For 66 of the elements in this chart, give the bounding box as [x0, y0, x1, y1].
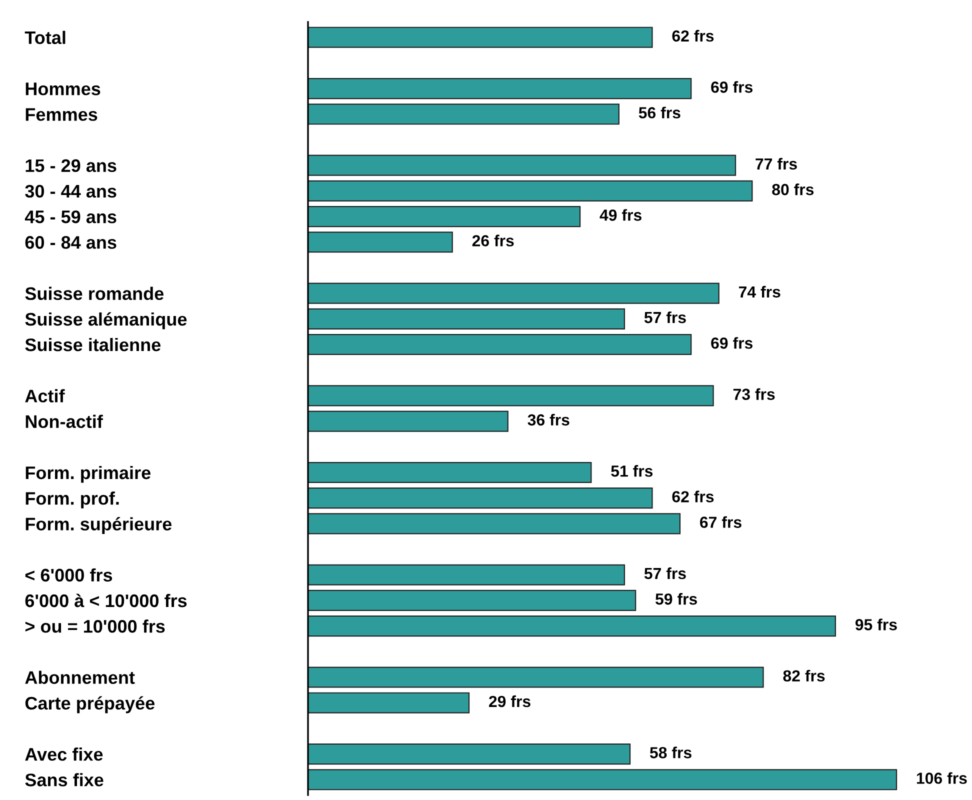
- data-label: 82 frs: [783, 670, 825, 682]
- data-label: 36 frs: [528, 414, 570, 426]
- y-tick-label: Form. prof.: [26, 492, 119, 508]
- bar: [308, 385, 714, 406]
- data-label: 29 frs: [489, 695, 530, 708]
- y-tick-label: > ou = 10'000 frs: [25, 620, 165, 633]
- y-tick-label: Carte prépayée: [25, 696, 155, 714]
- data-label: 49 frs: [600, 209, 642, 221]
- data-label: 62 frs: [672, 30, 714, 42]
- data-label: 69 frs: [711, 337, 753, 349]
- bar: [308, 26, 653, 48]
- y-tick-label: Hommes: [26, 82, 100, 96]
- y-tick-label: < 6'000 frs: [25, 568, 112, 582]
- bar: [308, 282, 720, 304]
- data-label: 77 frs: [756, 158, 797, 170]
- data-label: 69 frs: [711, 81, 753, 93]
- data-label: 56 frs: [638, 106, 680, 118]
- y-tick-label: Form. primaire: [26, 466, 150, 483]
- y-tick-label: Actif: [25, 389, 65, 402]
- y-tick-label: Suisse italienne: [25, 338, 161, 352]
- data-label: 106 frs: [916, 772, 967, 784]
- data-label: 57 frs: [644, 311, 686, 324]
- bar: [308, 410, 508, 432]
- data-label: 67 frs: [700, 516, 742, 528]
- data-label: 95 frs: [855, 618, 897, 630]
- data-label: 57 frs: [644, 567, 686, 580]
- bar: [308, 334, 692, 356]
- y-tick-label: Form. supérieure: [26, 517, 172, 534]
- bar: [308, 692, 470, 714]
- y-tick-label: 45 - 59 ans: [24, 210, 116, 224]
- y-tick-label: 30 - 44 ans: [25, 184, 116, 198]
- bar: [308, 513, 681, 534]
- y-tick-label: 15 - 29 ans: [26, 159, 116, 172]
- data-label: 26 frs: [472, 234, 514, 246]
- bar: [308, 232, 453, 253]
- data-label: 73 frs: [733, 388, 775, 400]
- y-tick-label: Femmes: [26, 108, 98, 121]
- y-tick-label: Total: [24, 30, 66, 44]
- y-tick-label: 6'000 à < 10'000 frs: [25, 594, 187, 608]
- bar: [308, 462, 592, 484]
- bar: [308, 488, 653, 509]
- y-tick-label: Abonnement: [25, 670, 135, 684]
- y-tick-label: 60 - 84 ans: [25, 236, 116, 249]
- y-tick-label: Suisse alémanique: [25, 312, 187, 330]
- bar: [308, 104, 620, 125]
- data-label: 58 frs: [650, 746, 692, 758]
- data-label: 74 frs: [738, 286, 780, 298]
- bar: [308, 769, 898, 790]
- y-tick-label: Avec fixe: [25, 748, 103, 761]
- y-tick-label: Sans fixe: [25, 773, 104, 786]
- bar: [308, 78, 692, 100]
- data-label: 80 frs: [772, 183, 814, 196]
- bar: [308, 666, 764, 688]
- bar: [308, 206, 581, 228]
- bar: [308, 564, 626, 586]
- data-label: 59 frs: [656, 593, 697, 605]
- y-tick-label: Non-actif: [26, 414, 103, 428]
- data-label: 51 frs: [611, 465, 653, 477]
- bar: [308, 590, 636, 612]
- y-tick-label: Suisse romande: [25, 286, 164, 300]
- bar: [308, 616, 836, 637]
- bar: [308, 744, 631, 765]
- data-label: 62 frs: [672, 490, 714, 502]
- bar: [308, 154, 736, 176]
- bar: [308, 308, 626, 330]
- bar: [308, 180, 753, 202]
